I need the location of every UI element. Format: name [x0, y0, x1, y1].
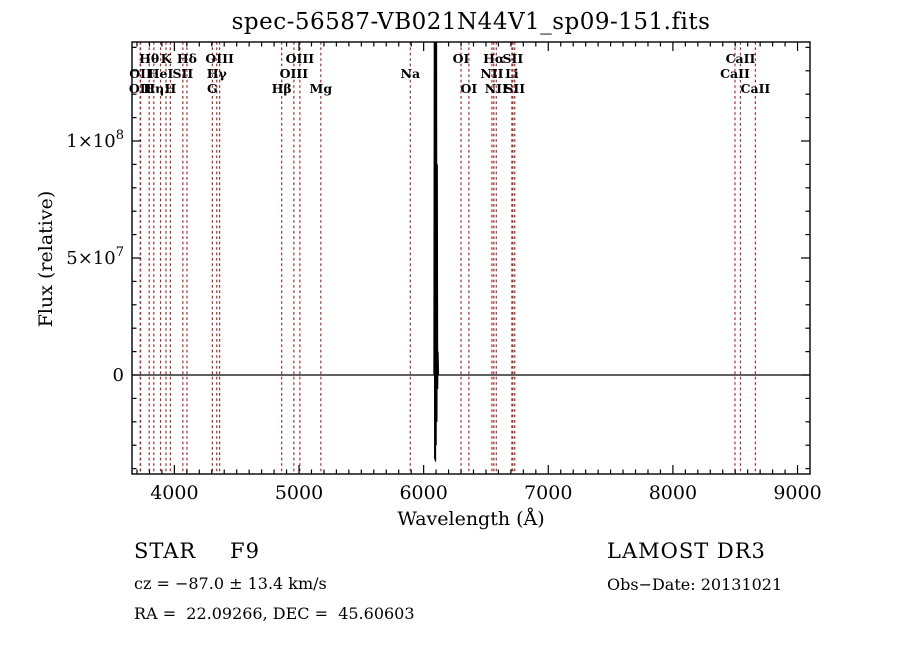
x-tick-label: 7000	[524, 482, 572, 504]
y-tick-label: 5×107	[66, 245, 124, 269]
x-tick-label: 4000	[150, 482, 198, 504]
spectral-line-label: SII	[504, 81, 525, 96]
spectral-line-labels: OIIOIIHθHηHeIKHSIIHδGHγOIIIHβOIIIOIIIMgN…	[129, 51, 771, 96]
radial-velocity-text: cz = −87.0 ± 13.4 km/s	[134, 574, 327, 593]
spectral-line-label: Mg	[310, 81, 333, 96]
plot-border	[131, 41, 811, 475]
x-tick-label: 5000	[275, 482, 323, 504]
spectral-line-label: CaII	[720, 66, 750, 81]
spectral-line-label: HeI	[148, 66, 174, 81]
spectral-line-label: Hα	[483, 51, 505, 66]
spectral-line-label: SII	[172, 66, 193, 81]
spectral-line-label: OIII	[280, 66, 309, 81]
spectral-line-label: K	[161, 51, 173, 66]
spectral-line-label: Hθ	[139, 51, 159, 66]
object-class-label: STAR	[134, 539, 197, 563]
obs-date-text: Obs−Date: 20131021	[607, 575, 783, 594]
spectral-line-label: OII	[129, 66, 152, 81]
x-tick-label: 8000	[649, 482, 697, 504]
y-tick-label: 1×108	[66, 128, 124, 152]
spectral-line-label: OII	[129, 81, 152, 96]
spectral-line-label: Hβ	[272, 81, 292, 96]
spectral-line-markers	[139, 42, 757, 474]
ra-dec-text: RA = 22.09266, DEC = 45.60603	[134, 604, 415, 623]
spectral-line-label: NII	[480, 66, 503, 81]
spectral-line-label: SII	[503, 51, 524, 66]
spectral-line-label: NII	[485, 81, 508, 96]
object-subclass-label: F9	[230, 539, 260, 563]
axis-ticks	[132, 42, 810, 474]
spectral-line-label: CaII	[741, 81, 771, 96]
x-tick-label: 9000	[773, 482, 821, 504]
spectral-line-label: H	[164, 81, 176, 96]
spectral-line-label: OI	[461, 81, 478, 96]
plot-title: spec-56587-VB021N44V1_sp09-151.fits	[231, 9, 711, 35]
spectral-line-label: Li	[505, 66, 519, 81]
x-axis-title: Wavelength (Å)	[397, 508, 545, 530]
y-axis-title: Flux (relative)	[35, 190, 57, 328]
x-tick-labels: 4000 5000 6000 7000 8000 9000	[150, 482, 822, 504]
spectral-line-label: OIII	[286, 51, 315, 66]
spectral-line-label: CaII	[726, 51, 756, 66]
spectral-line-label: Hδ	[177, 51, 197, 66]
spectral-line-label: OIII	[205, 51, 234, 66]
spectral-line-label: G	[207, 81, 218, 96]
x-tick-label: 6000	[399, 482, 447, 504]
spectral-line-label: OI	[453, 51, 470, 66]
survey-release-label: LAMOST DR3	[607, 539, 766, 563]
spectral-line-label: Hγ	[207, 66, 228, 81]
spectral-line-label: Na	[401, 66, 421, 81]
y-tick-label: 0	[113, 365, 124, 386]
y-tick-labels: 0 5×107 1×108	[66, 128, 124, 386]
spectral-line-label: Hη	[143, 81, 164, 96]
spectrum-trace	[132, 42, 810, 462]
